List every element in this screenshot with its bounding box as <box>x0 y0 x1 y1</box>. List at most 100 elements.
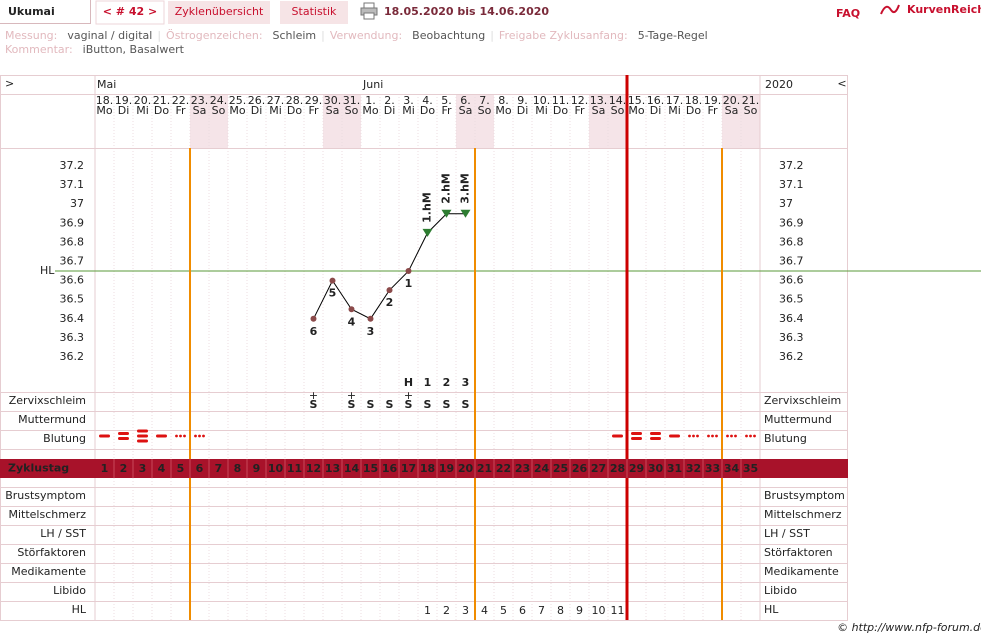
high-label: 1.hM <box>421 192 434 223</box>
date-label: 22. <box>172 94 190 107</box>
bleeding-dot <box>692 434 695 438</box>
mucus-plus: + <box>309 389 318 402</box>
tab-label[interactable]: Statistik <box>292 5 338 18</box>
temperature-point-high <box>441 209 452 218</box>
weekend-shade <box>342 94 361 148</box>
bleeding-bar <box>99 434 110 438</box>
hl-day: 7 <box>538 604 545 617</box>
info-value: Beobachtung <box>412 29 485 42</box>
bleeding-bar <box>631 437 642 440</box>
cycle-day: 8 <box>234 462 242 475</box>
tab-label[interactable]: Zyklenübersicht <box>175 5 264 18</box>
hl-day: 11 <box>611 604 625 617</box>
point-label: 3 <box>367 325 375 338</box>
bleeding-dot <box>696 434 699 438</box>
cycle-day: 22 <box>496 462 511 475</box>
y-tick-label-right: 36.4 <box>779 312 804 325</box>
row-label-right: Störfaktoren <box>764 546 833 559</box>
date-label: 28. <box>286 94 304 107</box>
row-label: Medikamente <box>11 565 86 578</box>
cycle-day: 7 <box>215 462 223 475</box>
cycle-nav-box[interactable] <box>95 0 165 25</box>
weekday-label: Mo <box>96 104 112 117</box>
y-tick-label-right: 36.8 <box>779 235 804 248</box>
weekday-label: Mo <box>229 104 245 117</box>
y-tick-label-right: 36.5 <box>779 293 804 306</box>
weekday-label: Mi <box>136 104 149 117</box>
weekday-label: Do <box>553 104 568 117</box>
chart-frame <box>0 75 848 621</box>
temperature-point-high <box>460 209 471 218</box>
comment-value: iButton, Basalwert <box>83 43 185 56</box>
cycle-nav[interactable]: < # 42 > <box>103 5 157 18</box>
info-label: Messung: <box>5 29 57 42</box>
cycle-day: 34 <box>724 462 740 475</box>
cycle-day: 25 <box>553 462 568 475</box>
mucus-plus: + <box>347 389 356 402</box>
y-tick-label-right: 36.6 <box>779 274 804 287</box>
point-label: 5 <box>329 287 337 300</box>
peak-mark: 3 <box>462 376 470 389</box>
y-tick-label: 36.4 <box>60 312 85 325</box>
printer-icon[interactable] <box>360 2 378 20</box>
mucus-mark: S <box>443 398 451 411</box>
faq-link[interactable]: FAQ <box>836 7 860 20</box>
brand[interactable]: KurvenReich <box>907 3 981 16</box>
cycle-day: 3 <box>139 462 147 475</box>
row-label: Mittelschmerz <box>8 508 86 521</box>
date-label: 3. <box>403 94 414 107</box>
bleeding-dot <box>745 434 748 438</box>
y-tick-label: 36.6 <box>60 274 85 287</box>
bleeding-mark <box>707 434 718 438</box>
weekday-label: Do <box>686 104 701 117</box>
date-label: 14. <box>609 94 627 107</box>
hl-day: 9 <box>576 604 583 617</box>
cycle-day: 14 <box>344 462 360 475</box>
cycle-day: 21 <box>477 462 492 475</box>
weekday-label: Fr <box>308 104 319 117</box>
bleeding-dot <box>753 434 756 438</box>
row-label-right: HL <box>764 603 779 616</box>
date-label: 23. <box>191 94 209 107</box>
temperature-point-high <box>422 228 433 237</box>
point-label: 2 <box>386 296 394 309</box>
comment-label: Kommentar: <box>5 43 73 56</box>
date-label: 8. <box>498 94 509 107</box>
cycle-day: 2 <box>120 462 128 475</box>
bleeding-dot <box>715 434 718 438</box>
weekday-label: Fr <box>707 104 718 117</box>
bleeding-dot <box>730 434 733 438</box>
bleeding-dot <box>194 434 197 438</box>
date-label: 13. <box>590 94 608 107</box>
cycle-band <box>0 459 848 478</box>
separator: | <box>321 29 325 42</box>
footer[interactable]: © http://www.nfp-forum.de <box>837 621 981 634</box>
temperature-point <box>367 315 374 322</box>
bleeding-bar <box>631 432 642 435</box>
peak-mark: H <box>404 376 413 389</box>
weekday-label: Fr <box>441 104 452 117</box>
bleeding-bar <box>137 439 148 443</box>
info-value: vaginal / digital <box>67 29 152 42</box>
mucus-mark: S <box>405 398 413 411</box>
bleeding-dot <box>688 434 691 438</box>
date-label: 15. <box>628 94 646 107</box>
date-label: 4. <box>422 94 433 107</box>
row-label: Muttermund <box>18 413 86 426</box>
tab[interactable] <box>280 1 348 24</box>
weekday-label: Sa <box>592 104 606 117</box>
hl-day: 8 <box>557 604 564 617</box>
bleeding-mark <box>650 432 661 440</box>
date-label: 20. <box>723 94 741 107</box>
month-label: Mai <box>97 78 116 91</box>
mucus-mark: S <box>348 398 356 411</box>
weekday-label: Mi <box>535 104 548 117</box>
bleeding-mark <box>669 434 680 438</box>
y-tick-label-right: 36.2 <box>779 350 804 363</box>
weekday-label: Sa <box>326 104 340 117</box>
tab[interactable] <box>168 1 270 24</box>
bleeding-mark <box>612 434 623 438</box>
bleeding-bar <box>612 434 623 438</box>
weekday-label: Mo <box>495 104 511 117</box>
y-tick-label: 36.3 <box>60 331 85 344</box>
